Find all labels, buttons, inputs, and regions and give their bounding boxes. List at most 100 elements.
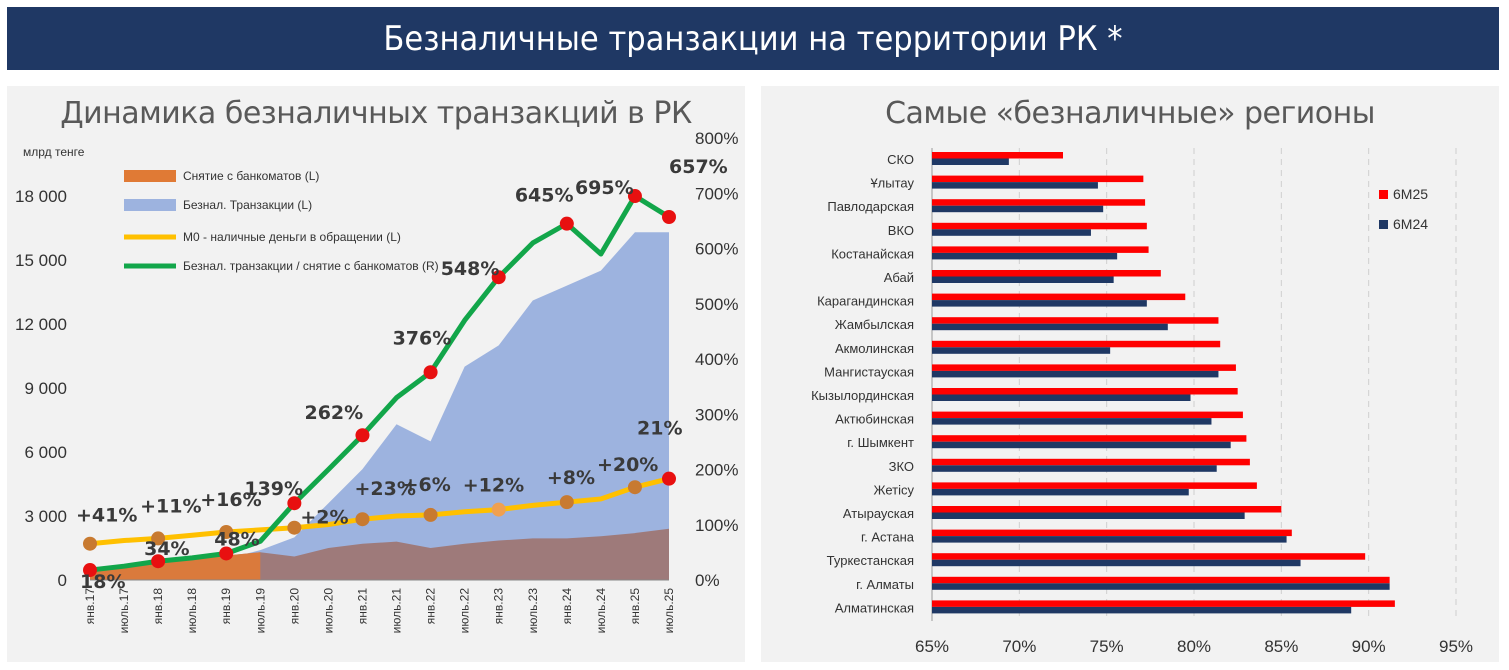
bar-6m24	[932, 583, 1390, 590]
left-chart-svg: млрд тенге 0 3 000 6 000 9 000 12 000 15 000 18…	[15, 129, 738, 634]
category-label: ВКО	[888, 223, 914, 238]
bar-6m25	[932, 222, 1147, 230]
right-y-tick: 100%	[695, 516, 738, 535]
bar-6m25	[932, 529, 1292, 537]
ratio-marker	[151, 554, 166, 569]
data-label: 657%	[669, 156, 728, 178]
data-label: 34%	[144, 538, 189, 560]
left-y-tick: 18 000	[15, 187, 67, 206]
bar-6m25	[932, 576, 1390, 584]
bar-6m24	[932, 394, 1191, 401]
left-y-tick: 0	[58, 571, 67, 590]
category-label: Кызылординская	[811, 388, 914, 403]
bar-6m25	[932, 506, 1282, 513]
category-label: ЗКО	[889, 459, 914, 474]
x-tick: июль.19	[253, 588, 267, 634]
data-label: 139%	[244, 478, 303, 500]
category-label: Жамбылская	[835, 317, 914, 332]
data-label: +23%	[354, 478, 415, 500]
data-label: +2%	[300, 507, 348, 529]
ratio-marker	[491, 270, 506, 285]
category-label: Павлодарская	[827, 199, 914, 214]
x-tick: янв.19	[219, 588, 233, 625]
ratio-marker	[355, 428, 370, 443]
category-label: Туркестанская	[827, 553, 914, 568]
m0-marker	[559, 495, 574, 510]
left-y-tick: 3 000	[24, 507, 67, 526]
x-tick: июль.18	[185, 588, 199, 634]
legend-label: 6M25	[1393, 186, 1428, 202]
right-y-tick: 500%	[695, 295, 738, 314]
bar-6m24	[932, 252, 1118, 260]
data-label: 262%	[304, 402, 363, 424]
m0-marker	[83, 536, 97, 551]
bar-6m25	[932, 246, 1149, 253]
category-label: Атырауская	[843, 506, 914, 521]
data-label: +41%	[76, 505, 137, 527]
cashless-transactions-area	[90, 232, 669, 580]
m0-marker	[219, 525, 234, 539]
legend-label: Безнал. транзакции / снятие с банкоматов…	[183, 259, 439, 273]
bar-6m25	[932, 293, 1186, 301]
bar-6m24	[932, 300, 1147, 307]
bar-6m25	[932, 317, 1219, 324]
x-tick: янв.17	[83, 588, 97, 625]
m0-marker	[627, 480, 642, 495]
data-label: +8%	[547, 467, 595, 489]
category-label: Абай	[884, 270, 914, 285]
left-chart-panel: Динамика безналичных транзакций в РК млр…	[7, 86, 745, 662]
category-label: Актюбинская	[835, 412, 914, 427]
bar-6m24	[932, 370, 1219, 378]
left-y-tick: 6 000	[24, 443, 67, 462]
bar-6m24	[932, 418, 1212, 425]
x-tick: янв.25	[628, 588, 642, 625]
right-y-tick: 200%	[695, 461, 738, 480]
x-tick: янв.20	[287, 588, 301, 625]
right-y-tick: 800%	[695, 129, 738, 148]
data-label: +12%	[463, 475, 524, 497]
page-banner: Безналичные транзакции на территории РК …	[7, 7, 1499, 70]
x-tick: 75%	[1090, 637, 1124, 656]
x-tick: 85%	[1264, 637, 1298, 656]
ratio-line	[89, 193, 671, 573]
data-label: 21%	[637, 418, 682, 440]
bar-6m25	[932, 482, 1257, 489]
m0-marker	[355, 512, 370, 527]
bar-6m25	[932, 388, 1238, 395]
left-y-tick: 9 000	[24, 379, 67, 398]
ratio-marker	[219, 546, 234, 561]
x-tick: 80%	[1177, 637, 1211, 656]
right-chart-panel: Самые «безналичные» регионы 65% 70% 75% 80%…	[761, 86, 1499, 662]
atm-withdrawals-area-early	[90, 552, 261, 580]
legend-label: Безнал. Транзакции (L)	[183, 198, 312, 212]
data-label: 645%	[515, 185, 574, 207]
bar-6m24	[932, 158, 1009, 165]
bar-6m24	[932, 347, 1111, 354]
right-y-tick: 700%	[695, 184, 738, 203]
bar-6m25	[932, 152, 1063, 159]
bar-6m24	[932, 465, 1217, 472]
data-label: 48%	[214, 528, 259, 550]
x-tick: июль.22	[458, 588, 472, 634]
m0-marker	[491, 502, 506, 517]
data-label: +11%	[140, 495, 201, 517]
x-tick: янв.22	[424, 588, 438, 625]
right-y-tick: 300%	[695, 405, 738, 424]
x-tick: июль.21	[390, 588, 404, 634]
bar-6m25	[932, 340, 1221, 348]
right-chart-svg: 65% 70% 75% 80% 85% 90% 95% СКО Ұлытау Павлодарск…	[811, 148, 1473, 656]
bar-6m24	[932, 205, 1104, 213]
x-tick: янв.24	[560, 588, 574, 625]
bar-6m25	[932, 435, 1247, 442]
bar-6m25	[932, 553, 1366, 560]
category-label: СКО	[887, 152, 914, 167]
x-tick: июль.20	[321, 588, 335, 634]
bar-6m24	[932, 512, 1245, 519]
data-label: +20%	[597, 454, 658, 476]
right-y-tick: 0%	[695, 571, 720, 590]
ratio-marker	[559, 216, 574, 231]
category-label: Карагандинская	[817, 294, 914, 309]
m0-marker	[662, 471, 676, 486]
x-tick: июль.24	[594, 588, 608, 634]
left-chart-title: Динамика безналичных транзакций в РК	[60, 96, 692, 131]
